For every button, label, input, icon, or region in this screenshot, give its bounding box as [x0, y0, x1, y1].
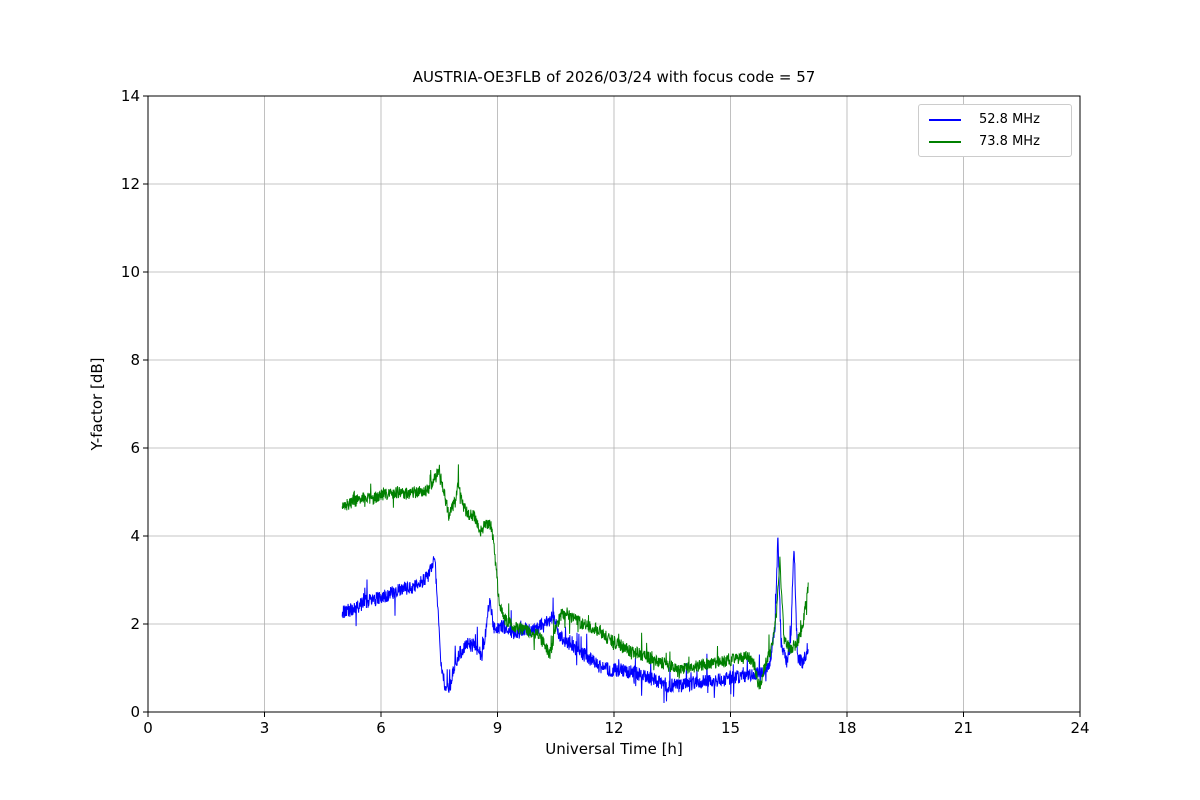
x-tick-label: 0 — [143, 719, 153, 737]
y-tick-label: 4 — [130, 527, 140, 545]
y-tick-label: 10 — [120, 263, 140, 281]
y-tick-label: 2 — [130, 615, 140, 633]
legend-label: 52.8 MHz — [979, 112, 1040, 127]
y-tick-label: 0 — [130, 703, 140, 721]
x-tick-label: 6 — [376, 719, 386, 737]
y-tick-label: 14 — [120, 87, 140, 105]
legend-label: 73.8 MHz — [979, 134, 1040, 149]
series-line-52-8-MHz — [341, 537, 809, 704]
x-tick-label: 24 — [1070, 719, 1090, 737]
y-tick-label: 12 — [120, 175, 140, 193]
legend-entry-73-8-mhz: 73.8 MHz — [929, 134, 1059, 149]
y-tick-label: 8 — [130, 351, 140, 369]
chart-title: AUSTRIA-OE3FLB of 2026/03/24 with focus … — [412, 68, 816, 86]
y-tick-label: 6 — [130, 439, 140, 457]
series-line-73-8-MHz — [341, 464, 809, 690]
x-tick-label: 15 — [720, 719, 741, 737]
legend: 52.8 MHz 73.8 MHz — [918, 104, 1072, 157]
x-axis-label: Universal Time [h] — [545, 740, 683, 758]
legend-line-sample-blue — [929, 118, 961, 121]
x-tick-label: 3 — [259, 719, 270, 737]
legend-entry-52-8-mhz: 52.8 MHz — [929, 112, 1059, 127]
y-axis-label: Y-factor [dB] — [88, 357, 106, 451]
x-tick-label: 12 — [604, 719, 624, 737]
legend-line-sample-green — [929, 140, 961, 143]
x-tick-label: 9 — [492, 719, 503, 737]
x-tick-label: 21 — [953, 719, 974, 737]
x-tick-label: 18 — [837, 719, 857, 737]
